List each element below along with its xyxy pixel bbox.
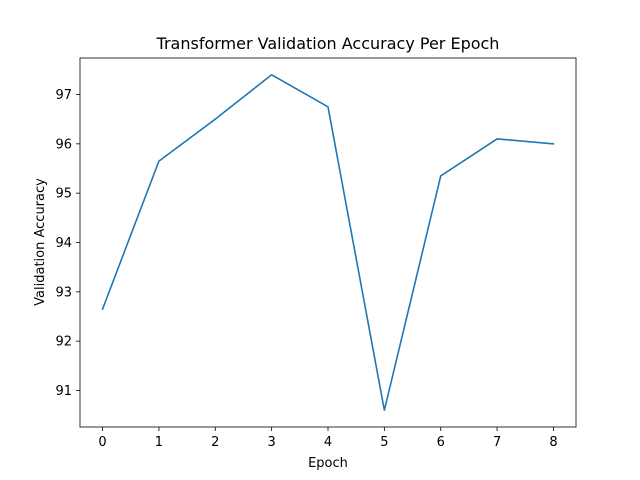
x-tick-label: 3 <box>267 435 275 450</box>
x-tick-label: 5 <box>380 435 388 450</box>
x-axis-label: Epoch <box>308 456 348 471</box>
y-tick-label: 94 <box>55 236 72 251</box>
x-axis: 0 1 2 3 4 5 6 7 8 <box>98 427 558 450</box>
x-tick-label: 7 <box>493 435 501 450</box>
series-line <box>101 73 555 412</box>
x-tick-label: 1 <box>155 435 163 450</box>
y-tick-label: 97 <box>55 88 72 103</box>
y-tick-label: 95 <box>55 187 72 202</box>
x-tick-label: 6 <box>437 435 445 450</box>
y-axis: 91 92 93 94 95 96 97 <box>55 88 80 399</box>
y-tick-label: 96 <box>55 137 72 152</box>
x-tick-label: 2 <box>211 435 219 450</box>
y-tick-label: 93 <box>55 285 72 300</box>
x-tick-label: 4 <box>324 435 332 450</box>
x-tick-label: 8 <box>549 435 557 450</box>
plot-frame <box>79 57 577 428</box>
y-axis-label: Validation Accuracy <box>33 178 48 306</box>
chart-title: Transformer Validation Accuracy Per Epoc… <box>156 34 500 53</box>
y-tick-label: 92 <box>55 335 72 350</box>
series-layer <box>101 73 555 412</box>
x-tick-label: 0 <box>98 435 106 450</box>
y-tick-label: 91 <box>55 384 72 399</box>
